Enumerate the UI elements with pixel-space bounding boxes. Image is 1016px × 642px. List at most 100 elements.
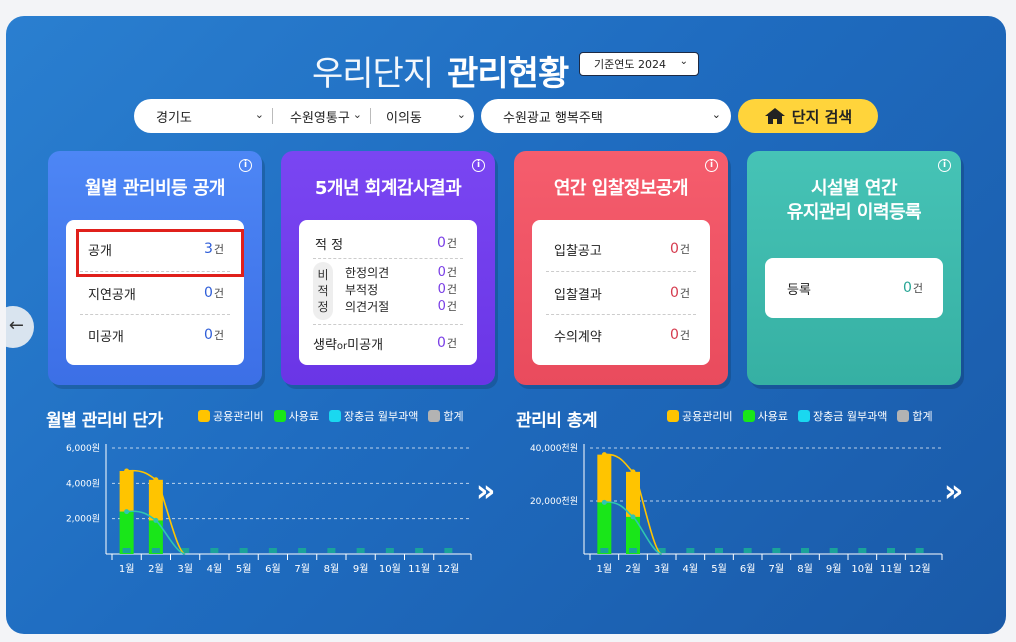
row-adverse[interactable]: 부적정 0건 bbox=[345, 282, 457, 297]
legend-item-common[interactable]: 공용관리비 bbox=[667, 408, 733, 424]
bar-usage bbox=[119, 511, 134, 554]
x-tick-label: 2월 bbox=[148, 563, 164, 575]
more-chevron-icon[interactable]: » bbox=[944, 474, 964, 509]
x-tick-label: 9월 bbox=[826, 563, 842, 575]
legend-item-common[interactable]: 공용관리비 bbox=[198, 408, 264, 424]
card-title: 5개년 회계감사결과 bbox=[314, 178, 462, 199]
legend-item-reserve[interactable]: 장충금 월부과액 bbox=[328, 408, 418, 424]
bar-reserve bbox=[415, 548, 424, 553]
x-tick-label: 11월 bbox=[880, 563, 902, 575]
info-icon[interactable]: i bbox=[239, 159, 252, 172]
district-select[interactable]: 수원영통구 ⌄ bbox=[272, 99, 370, 133]
more-chevron-icon[interactable]: » bbox=[476, 474, 496, 509]
divider bbox=[80, 314, 230, 315]
legend-item-total[interactable]: 합계 bbox=[897, 408, 933, 424]
bar-reserve bbox=[298, 548, 307, 553]
province-select[interactable]: 경기도 ⌄ bbox=[156, 108, 264, 126]
row-private-contract[interactable]: 수의계약 0건 bbox=[554, 327, 690, 345]
row-bid-result[interactable]: 입찰결과 0건 bbox=[554, 285, 690, 303]
bar-reserve bbox=[657, 548, 666, 553]
info-icon[interactable]: i bbox=[938, 159, 951, 172]
row-delayed[interactable]: 지연공개 0건 bbox=[88, 285, 224, 303]
legend-item-usage[interactable]: 사용료 bbox=[742, 408, 788, 424]
dong-select[interactable]: 이의동 ⌄ bbox=[370, 99, 474, 133]
row-undisclosed[interactable]: 미공개 0건 bbox=[88, 327, 224, 345]
chevron-down-icon: ⌄ bbox=[352, 108, 362, 121]
info-icon[interactable]: i bbox=[705, 159, 718, 172]
bar-common bbox=[626, 471, 640, 517]
bar-reserve bbox=[444, 548, 453, 553]
bar-reserve bbox=[686, 548, 695, 553]
improper-badge: 비적정 bbox=[313, 262, 333, 320]
total-line-point bbox=[124, 468, 130, 474]
bar-reserve bbox=[829, 548, 838, 553]
x-tick-label: 7월 bbox=[294, 563, 310, 575]
legend-item-reserve[interactable]: 장충금 월부과액 bbox=[797, 408, 887, 424]
x-tick-label: 10월 bbox=[379, 563, 401, 575]
bar-reserve bbox=[327, 548, 336, 553]
divider bbox=[546, 314, 696, 315]
card-body: 공개 3건 지연공개 0건 미공개 0건 bbox=[66, 220, 244, 365]
audit-result-card[interactable]: i 5개년 회계감사결과 적 정 0건 비적정 한정의견 0건 부적정 0건 의… bbox=[281, 151, 495, 385]
bar-common bbox=[119, 470, 134, 512]
row-disclaimer[interactable]: 의견거절 0건 bbox=[345, 299, 457, 314]
usage-line-point bbox=[124, 509, 130, 515]
home-icon bbox=[764, 108, 785, 124]
legend-item-total[interactable]: 합계 bbox=[428, 408, 464, 424]
row-registered[interactable]: 등록 0건 bbox=[787, 280, 923, 298]
x-tick-label: 1월 bbox=[119, 563, 135, 575]
bar-reserve bbox=[887, 548, 895, 553]
bar-reserve bbox=[772, 548, 781, 553]
info-icon[interactable]: i bbox=[472, 159, 485, 172]
bar-reserve bbox=[239, 548, 248, 553]
bar-reserve bbox=[268, 548, 277, 553]
complex-select[interactable]: 수원광교 행복주택 ⌄ bbox=[481, 99, 731, 133]
x-tick-label: 11월 bbox=[408, 563, 430, 575]
bar-usage bbox=[148, 520, 163, 554]
prev-arrow-button[interactable]: ← bbox=[6, 306, 34, 348]
bar-reserve bbox=[151, 548, 160, 553]
x-tick-label: 4월 bbox=[207, 563, 223, 575]
divider bbox=[546, 271, 696, 272]
total-line-point bbox=[153, 477, 159, 483]
x-tick-label: 6월 bbox=[740, 563, 756, 575]
usage-line-point bbox=[601, 499, 607, 505]
bar-reserve bbox=[715, 548, 723, 553]
x-tick-label: 7월 bbox=[769, 563, 785, 575]
card-body: 등록 0건 bbox=[765, 258, 943, 318]
monthly-disclosure-card[interactable]: i 월별 관리비등 공개 공개 3건 지연공개 0건 미공개 0건 bbox=[48, 151, 262, 385]
usage-line-point bbox=[153, 517, 159, 523]
total-cost-chart: 20,000천원 40,000천원 1월 2월 3월 4월 5월 6월 7월 8월 9월 10월 11월… bbox=[530, 443, 943, 575]
maintenance-history-card[interactable]: i 시설별 연간 유지관리 이력등록 등록 0건 bbox=[747, 151, 961, 385]
x-tick-label: 3월 bbox=[177, 563, 193, 575]
y-tick-label: 20,000천원 bbox=[530, 496, 578, 507]
row-disclosed[interactable]: 공개 3건 bbox=[88, 241, 224, 259]
card-title: 연간 입찰정보공개 bbox=[553, 178, 689, 199]
card-body: 입찰공고 0건 입찰결과 0건 수의계약 0건 bbox=[532, 220, 710, 365]
card-body: 적 정 0건 비적정 한정의견 0건 부적정 0건 의견거절 0건 생략or미공… bbox=[299, 220, 477, 365]
x-tick-label: 6월 bbox=[265, 563, 281, 575]
y-tick-label: 6,000원 bbox=[66, 443, 100, 454]
bar-reserve bbox=[915, 548, 924, 553]
bar-reserve bbox=[801, 548, 809, 553]
y-tick-label: 2,000원 bbox=[66, 514, 100, 525]
y-tick-label: 40,000천원 bbox=[530, 443, 578, 454]
complex-search-button[interactable]: 단지 검색 bbox=[738, 99, 878, 133]
chart1-legend: 공용관리비 사용료 장충금 월부과액 합계 bbox=[198, 408, 464, 424]
x-tick-label: 12월 bbox=[909, 563, 931, 575]
row-qualified[interactable]: 한정의견 0건 bbox=[345, 265, 457, 280]
x-tick-label: 9월 bbox=[353, 563, 369, 575]
bar-reserve bbox=[629, 548, 637, 553]
x-tick-label: 5월 bbox=[711, 563, 727, 575]
row-bid-notice[interactable]: 입찰공고 0건 bbox=[554, 241, 690, 259]
bar-common bbox=[148, 479, 163, 521]
bar-usage bbox=[597, 502, 612, 554]
year-select[interactable]: 기준연도 2024 ⌄ bbox=[579, 52, 699, 76]
row-proper[interactable]: 적 정 0건 bbox=[315, 235, 457, 253]
bid-info-card[interactable]: i 연간 입찰정보공개 입찰공고 0건 입찰결과 0건 수의계약 0건 bbox=[514, 151, 728, 385]
legend-item-usage[interactable]: 사용료 bbox=[273, 408, 319, 424]
bar-usage bbox=[626, 516, 640, 554]
row-omitted[interactable]: 생략or미공개 0건 bbox=[313, 335, 457, 353]
usage-line-point bbox=[630, 514, 636, 520]
x-tick-label: 8월 bbox=[797, 563, 813, 575]
